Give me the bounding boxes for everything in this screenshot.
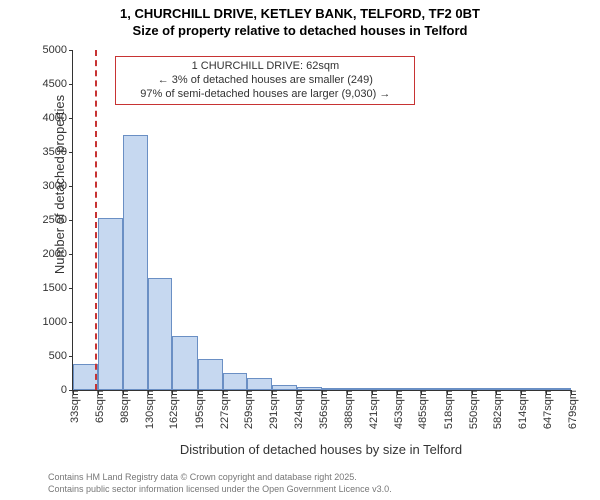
attribution-line: Contains HM Land Registry data © Crown c… <box>48 472 392 484</box>
x-tick-label: 388sqm <box>339 390 355 429</box>
title-line-2: Size of property relative to detached ho… <box>0 23 600 40</box>
annotation-line: ← 3% of detached houses are smaller (249… <box>122 74 408 88</box>
y-tick-mark <box>69 288 73 289</box>
x-tick-label: 195sqm <box>190 390 206 429</box>
x-tick-label: 485sqm <box>413 390 429 429</box>
y-axis-label: Number of detached properties <box>52 95 67 274</box>
x-tick-label: 33sqm <box>65 390 81 423</box>
y-tick-mark <box>69 152 73 153</box>
histogram-bar <box>198 359 223 390</box>
annotation-line: 1 CHURCHILL DRIVE: 62sqm <box>122 60 408 74</box>
histogram-bar <box>148 278 173 390</box>
y-tick-mark <box>69 50 73 51</box>
y-tick-mark <box>69 84 73 85</box>
x-tick-label: 98sqm <box>115 390 131 423</box>
x-tick-label: 65sqm <box>90 390 106 423</box>
title-line-1: 1, CHURCHILL DRIVE, KETLEY BANK, TELFORD… <box>0 6 600 23</box>
histogram-bar <box>98 218 123 390</box>
x-tick-label: 324sqm <box>289 390 305 429</box>
attribution-text: Contains HM Land Registry data © Crown c… <box>48 472 392 495</box>
x-tick-label: 647sqm <box>538 390 554 429</box>
x-tick-label: 162sqm <box>164 390 180 429</box>
y-tick-mark <box>69 322 73 323</box>
annotation-box: 1 CHURCHILL DRIVE: 62sqm← 3% of detached… <box>115 56 415 105</box>
histogram-bar <box>223 373 248 390</box>
x-tick-label: 259sqm <box>239 390 255 429</box>
x-tick-label: 356sqm <box>314 390 330 429</box>
x-tick-label: 679sqm <box>563 390 579 429</box>
x-tick-label: 130sqm <box>140 390 156 429</box>
x-tick-label: 582sqm <box>488 390 504 429</box>
y-tick-mark <box>69 254 73 255</box>
x-tick-label: 421sqm <box>364 390 380 429</box>
x-tick-label: 453sqm <box>389 390 405 429</box>
x-tick-label: 291sqm <box>264 390 280 429</box>
reference-line <box>95 50 97 390</box>
x-tick-label: 518sqm <box>439 390 455 429</box>
y-tick-mark <box>69 118 73 119</box>
attribution-line: Contains public sector information licen… <box>48 484 392 496</box>
x-tick-label: 227sqm <box>215 390 231 429</box>
plot-area: 0500100015002000250030003500400045005000… <box>72 50 571 391</box>
histogram-bar <box>73 364 98 390</box>
annotation-line: 97% of semi-detached houses are larger (… <box>122 88 408 102</box>
chart-container: 1, CHURCHILL DRIVE, KETLEY BANK, TELFORD… <box>0 0 600 500</box>
y-tick-mark <box>69 220 73 221</box>
histogram-bar <box>172 336 197 390</box>
x-tick-label: 550sqm <box>464 390 480 429</box>
y-tick-mark <box>69 186 73 187</box>
x-axis-label: Distribution of detached houses by size … <box>72 442 570 457</box>
x-tick-label: 614sqm <box>513 390 529 429</box>
y-tick-mark <box>69 356 73 357</box>
histogram-bar <box>123 135 148 390</box>
title-block: 1, CHURCHILL DRIVE, KETLEY BANK, TELFORD… <box>0 0 600 40</box>
histogram-bar <box>247 378 272 390</box>
